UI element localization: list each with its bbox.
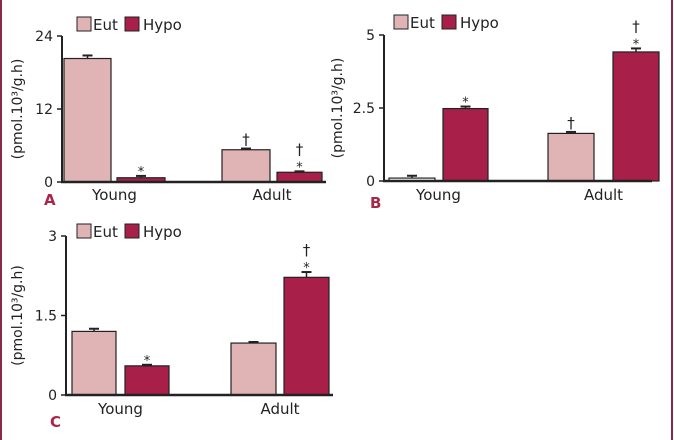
panel-a-asterisk-mark: * (138, 165, 145, 180)
panel-a-category-label: Young (91, 186, 137, 204)
panel-a-category-label: Adult (252, 186, 291, 204)
panel-c-y-tick-label: 3 (48, 229, 57, 245)
panel-c-asterisk-mark: * (303, 261, 310, 276)
panel-a-asterisk-mark: * (296, 160, 303, 175)
panel-c-asterisk-mark: * (144, 354, 151, 369)
panel-b-asterisk-mark: * (633, 37, 640, 52)
panel-b-bar-hypo-adult (612, 51, 660, 182)
panel-b-dagger-mark: † (567, 114, 575, 132)
panel-b-y-tick-label: 0 (366, 174, 375, 190)
panel-b-y-tick-label: 2.5 (353, 101, 375, 117)
panel-b-letter: B (370, 194, 381, 212)
panel-a-bar-eut-adult (221, 149, 271, 183)
panel-b-y-axis-label: (pmol.10³/g.h) (330, 58, 346, 159)
panel-c-legend-swatch-hypo (124, 223, 140, 239)
panel-a-letter: A (44, 191, 56, 209)
panel-a-legend-swatch-hypo (124, 16, 140, 32)
panel-c-legend-swatch-eut (76, 223, 92, 239)
panel-b-legend-swatch-hypo (441, 14, 457, 30)
panel-b-legend-label-eut: Eut (410, 14, 435, 32)
panel-c-bar-hypo-adult (283, 276, 330, 396)
panel-a-legend-label-eut: Eut (93, 16, 118, 34)
panel-c-bar-hypo-young (124, 365, 170, 396)
panel-c-letter: C (50, 413, 61, 431)
panel-a-dagger-mark: † (242, 131, 250, 149)
panel-a-legend-label-hypo: Hypo (143, 16, 182, 34)
panel-c-y-axis-label: (pmol.10³/g.h) (10, 265, 26, 366)
panel-b-legend-label-hypo: Hypo (460, 14, 499, 32)
panel-c-category-label: Adult (260, 400, 299, 418)
panel-b-y-tick-label: 5 (366, 28, 375, 44)
left-border (0, 0, 2, 440)
panel-c-bar-eut-adult (230, 342, 277, 396)
panel-c-y-tick-label: 1.5 (35, 309, 57, 325)
panel-b-asterisk-mark: * (462, 96, 469, 111)
panel-a-legend-swatch-eut (76, 16, 92, 32)
panel-a-y-tick-label: 24 (35, 29, 53, 45)
panel-c-bar-eut-young (71, 330, 117, 396)
panel-a-dagger-mark: † (296, 140, 304, 158)
panel-b-category-label: Young (415, 186, 461, 204)
panel-b-category-label: Adult (584, 186, 623, 204)
panel-a-y-tick-label: 12 (35, 102, 53, 118)
panel-b-bar-hypo-young (442, 107, 489, 182)
panel-c-category-label: Young (97, 400, 143, 418)
panel-a-bar-eut-young (63, 57, 112, 183)
right-border (671, 0, 673, 440)
panel-b-legend-swatch-eut (393, 14, 409, 30)
panel-c-y-tick-label: 0 (48, 388, 57, 404)
panel-c-legend-label-hypo: Hypo (143, 223, 182, 241)
panel-a-y-axis-label: (pmol.10³/g.h) (10, 59, 26, 160)
panel-b-dagger-mark: † (632, 17, 640, 35)
panel-b-bar-eut-adult (547, 132, 595, 182)
panel-a-y-tick-label: 0 (44, 175, 53, 191)
panel-c-legend-label-eut: Eut (93, 223, 118, 241)
panel-c-dagger-mark: † (303, 241, 311, 259)
